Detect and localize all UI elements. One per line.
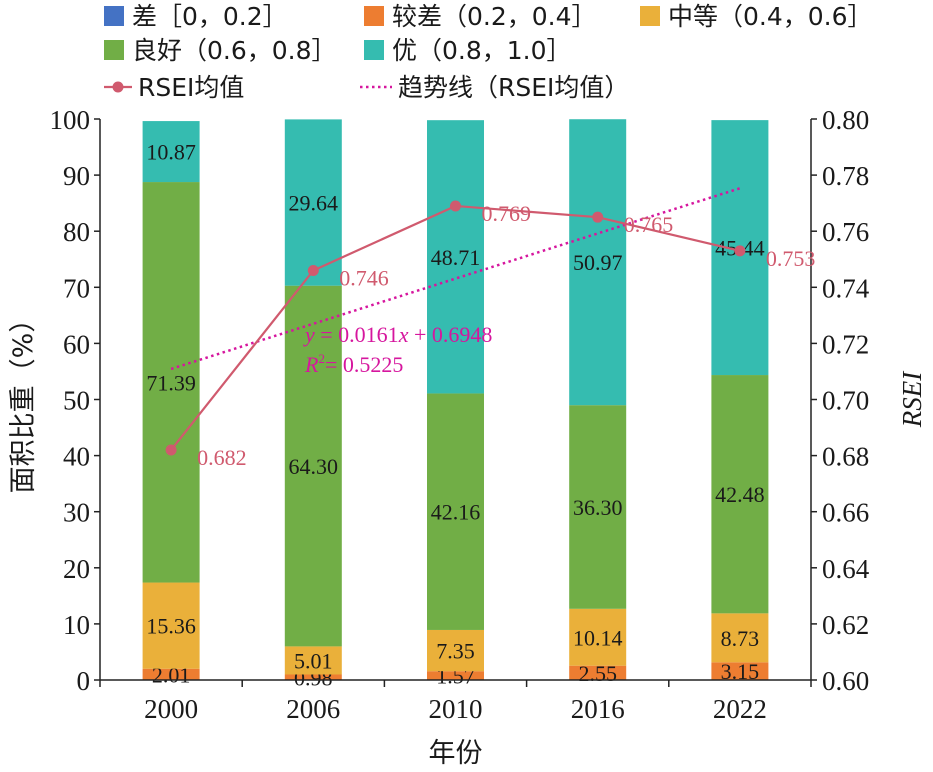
bar-label-2000-s4: 10.87 [146, 140, 196, 165]
x-axis-title: 年份 [429, 738, 483, 769]
bar-segment-2022-s2 [711, 613, 769, 663]
bar-segment-2016-s3 [569, 405, 627, 609]
legend-swatch-s1 [364, 6, 384, 26]
bar-label-2022-s2: 8.73 [721, 626, 760, 651]
y2-tick-label-0.72: 0.72 [822, 329, 869, 359]
x-tick-label-2000: 2000 [144, 694, 198, 724]
x-tick-label-2010: 2010 [429, 694, 483, 724]
rsei-label-2006: 0.746 [339, 265, 389, 290]
rsei-label-2016: 0.765 [624, 212, 674, 237]
legend-label-s4: 优（0.8，1.0］ [392, 36, 572, 65]
y-tick-label-40: 40 [63, 442, 90, 472]
bar-label-2006-s4: 29.64 [289, 191, 339, 216]
axes: 0 10 20 30 40 50 60 70 80 90 100 0.60 0.62 0.64 0.66 0.… [8, 105, 927, 769]
legend-label-trend: 趋势线（RSEI均值） [398, 73, 629, 102]
bar-label-2010-s3: 42.16 [431, 500, 481, 525]
rsei-point-2022 [734, 245, 746, 257]
bar-label-2016-s3: 36.30 [573, 495, 623, 520]
y2-tick-label-0.60: 0.60 [822, 666, 869, 696]
legend-label-s2: 中等（0.4，0.6］ [668, 2, 873, 31]
bar-segment-2022-s1 [711, 662, 769, 680]
bar-segment-2006-s4 [284, 119, 342, 286]
y-tick-label-0: 0 [77, 666, 91, 696]
y2-tick-label-0.70: 0.70 [822, 386, 869, 416]
y-tick-label-80: 80 [63, 217, 90, 247]
y-tick-label-20: 20 [63, 554, 90, 584]
bar-label-2000-s3: 71.39 [146, 370, 196, 395]
legend-swatch-s4 [364, 40, 384, 60]
overlay: y = 0.0161x + 0.6948 R2= 0.5225 0.682 0.746… [165, 187, 816, 470]
bar-segment-2000-s1 [142, 668, 200, 680]
trend-r2: R2= 0.5225 [304, 351, 403, 377]
bar-label-2010-s2: 7.35 [436, 639, 475, 664]
bar-segment-2010-s1 [427, 671, 484, 680]
rsei-point-2006 [307, 264, 319, 276]
rsei-label-2010: 0.769 [482, 201, 532, 226]
rsei-point-2000 [165, 444, 177, 456]
bar-label-2010-s4: 48.71 [431, 245, 481, 270]
y-tick-label-100: 100 [50, 105, 91, 135]
bar-label-2006-s2: 5.01 [294, 648, 333, 673]
bar-segment-2000-s2 [142, 582, 200, 669]
rsei-label-2022: 0.753 [766, 246, 816, 271]
y-tick-label-50: 50 [63, 386, 90, 416]
y2-tick-label-0.76: 0.76 [822, 217, 869, 247]
legend-label-s3: 良好（0.6，0.8］ [132, 36, 337, 65]
y2-tick-label-0.66: 0.66 [822, 498, 869, 528]
bar-segment-2016-s4 [569, 119, 627, 406]
bar-segment-2000-s3 [142, 182, 200, 583]
bar-label-2000-s2: 15.36 [146, 614, 196, 639]
y2-tick-label-0.80: 0.80 [822, 105, 869, 135]
x-tick-label-2006: 2006 [286, 694, 340, 724]
y2-tick-label-0.74: 0.74 [822, 273, 870, 303]
y-tick-label-60: 60 [63, 329, 90, 359]
bar-label-2016-s2: 10.14 [573, 625, 623, 650]
x-tick-label-2016: 2016 [571, 694, 625, 724]
y-tick-label-10: 10 [63, 610, 90, 640]
bar-segment-2022-s3 [711, 375, 769, 614]
legend: 差［0，0.2］ 较差（0.2，0.4］ 中等（0.4，0.6］ 良好（0.6，0.8… [104, 2, 873, 102]
bar-segment-2006-s2 [284, 646, 342, 675]
bar-segment-2016-s2 [569, 608, 627, 666]
y2-axis-title: RSEI [897, 370, 927, 428]
bars: 2.0115.3671.3910.870.985.0164.3029.641.5… [142, 119, 769, 690]
legend-line-marker [112, 81, 124, 93]
bar-segment-2006-s1 [284, 674, 342, 680]
bar-label-2006-s3: 64.30 [289, 454, 339, 479]
rsei-point-2010 [450, 200, 461, 212]
y2-tick-label-0.62: 0.62 [822, 610, 869, 640]
bar-label-2022-s3: 42.48 [715, 482, 765, 507]
legend-label-rsei: RSEI均值 [138, 73, 244, 102]
y-axis-title: 面积比重（%） [8, 306, 39, 494]
bar-segment-2016-s1 [569, 665, 627, 680]
y2-tick-label-0.64: 0.64 [822, 554, 870, 584]
legend-swatch-s3 [104, 40, 124, 60]
bar-segment-2006-s3 [284, 285, 342, 647]
legend-label-s0: 差［0，0.2］ [132, 2, 288, 31]
bar-segment-2010-s2 [427, 629, 484, 672]
bar-segment-2010-s4 [427, 120, 484, 394]
legend-label-s1: 较差（0.2，0.4］ [392, 2, 597, 31]
bar-segment-2010-s3 [427, 393, 484, 630]
legend-swatch-s2 [640, 6, 660, 26]
bar-label-2016-s4: 50.97 [573, 250, 623, 275]
y-tick-label-90: 90 [63, 161, 90, 191]
bar-segment-2000-s4 [142, 121, 200, 183]
legend-swatch-s0 [104, 6, 124, 26]
y2-tick-label-0.68: 0.68 [822, 442, 869, 472]
y-tick-label-70: 70 [63, 273, 90, 303]
y-tick-label-30: 30 [63, 498, 90, 528]
y2-tick-label-0.78: 0.78 [822, 161, 869, 191]
trend-equation: y = 0.0161x + 0.6948 [303, 322, 492, 347]
x-tick-label-2022: 2022 [713, 694, 767, 724]
rsei-label-2000: 0.682 [197, 445, 247, 470]
rsei-point-2016 [592, 211, 604, 223]
